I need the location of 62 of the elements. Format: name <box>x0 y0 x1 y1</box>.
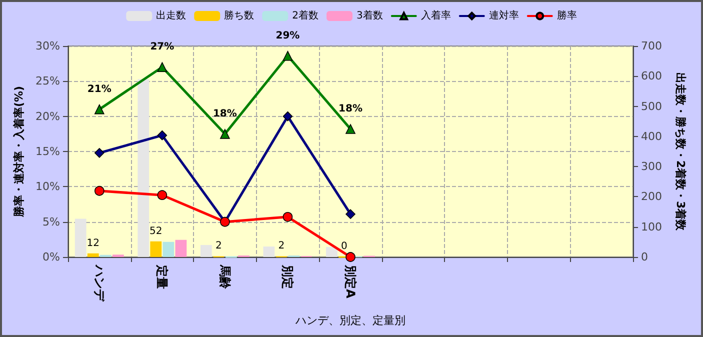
bar <box>74 218 86 257</box>
y-tick-label: 15% <box>36 145 60 158</box>
y2-tick-label: 300 <box>641 160 662 174</box>
bar <box>200 244 212 257</box>
bar <box>138 79 150 257</box>
y2-tick-label: 200 <box>641 190 662 204</box>
x-tick-label: 別定A <box>344 264 358 299</box>
y2-tick-label: 400 <box>641 130 662 143</box>
y-tick-label: 25% <box>36 74 60 88</box>
data-label: 2 <box>278 240 285 252</box>
y-axis-title: 勝率・連対率・入着率(%) <box>12 86 26 218</box>
y-tick-label: 30% <box>36 40 60 52</box>
y2-tick-label: 0 <box>641 250 648 264</box>
bar <box>326 247 338 257</box>
data-label: 27% <box>150 42 174 53</box>
legend-label: 3着数 <box>356 10 383 22</box>
point <box>220 129 230 139</box>
data-label: 18% <box>338 104 362 115</box>
x-axis-title: ハンデ、別定、定量別 <box>294 314 406 327</box>
point <box>94 148 104 158</box>
point <box>346 252 356 262</box>
data-label: 12 <box>86 238 100 249</box>
y-tick-label: 10% <box>36 180 60 194</box>
x-tick-label: 別定 <box>280 264 295 289</box>
legend-label: 出走数 <box>156 10 186 22</box>
x-tick-label: ハンデ <box>92 264 106 302</box>
point <box>157 130 168 140</box>
point <box>157 190 168 200</box>
legend-label: 勝ち数 <box>224 10 254 22</box>
y2-tick-label: 100 <box>641 220 662 234</box>
y2-tick-label: 600 <box>641 70 662 83</box>
data-label: 52 <box>150 226 162 237</box>
point <box>282 50 293 61</box>
bar <box>175 240 187 257</box>
data-label: 21% <box>87 84 112 95</box>
bar <box>87 253 99 257</box>
data-label: 18% <box>212 108 237 120</box>
point <box>94 104 104 114</box>
point <box>157 62 168 72</box>
y-tick-label: 20% <box>36 110 60 123</box>
legend-label: 勝率 <box>556 10 577 22</box>
y2-tick-label: 500 <box>641 100 662 113</box>
bar <box>162 242 174 257</box>
bar <box>150 241 162 257</box>
point <box>282 212 293 222</box>
y-tick-label: 5% <box>42 215 60 228</box>
y2-tick-label: 700 <box>641 40 662 52</box>
legend-label: 入着率 <box>420 10 451 22</box>
y2-axis-title: 出走数・勝ち数・2着数・3着数 <box>674 72 687 232</box>
data-label: 29% <box>276 30 300 42</box>
x-tick-label: 定量 <box>155 264 170 289</box>
x-tick-label: 馬齢 <box>218 264 232 290</box>
bar <box>263 246 275 257</box>
data-label: 0 <box>341 240 348 252</box>
point <box>282 111 293 122</box>
point <box>346 209 356 219</box>
point <box>346 124 356 134</box>
y-tick-label: 0% <box>42 250 60 264</box>
legend-label: 2着数 <box>292 10 319 22</box>
point <box>94 186 104 196</box>
legend-label: 連対率 <box>488 10 519 22</box>
data-label: 2 <box>215 240 222 252</box>
